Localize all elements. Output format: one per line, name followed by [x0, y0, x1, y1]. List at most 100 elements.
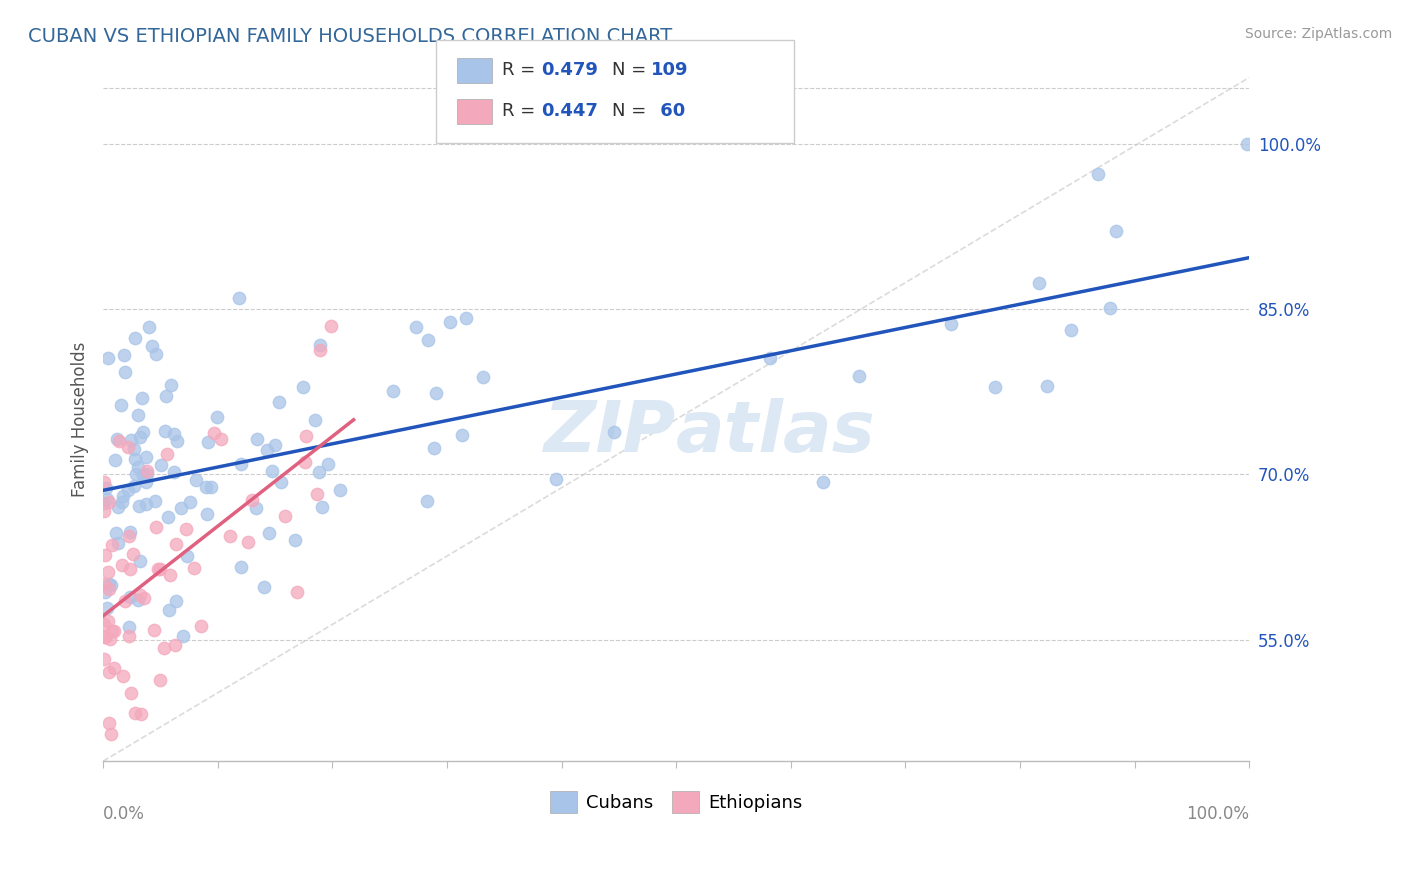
- Text: ZIP: ZIP: [544, 399, 676, 467]
- Point: [256, 442, 278, 457]
- Text: atlas: atlas: [676, 399, 876, 467]
- Point: [114, 593, 136, 607]
- Point: [759, 351, 782, 365]
- Point: [381, 384, 404, 398]
- Point: [93, 584, 115, 599]
- Point: [122, 442, 145, 456]
- Point: [309, 343, 332, 358]
- Point: [118, 620, 141, 634]
- Text: 0.447: 0.447: [541, 103, 598, 120]
- Point: [941, 317, 963, 331]
- Text: 0.479: 0.479: [541, 62, 598, 79]
- Point: [416, 333, 439, 347]
- Point: [157, 510, 180, 524]
- Point: [165, 594, 187, 608]
- Text: 0.0%: 0.0%: [103, 805, 145, 823]
- Point: [146, 562, 169, 576]
- Point: [207, 409, 229, 424]
- Text: R =: R =: [502, 103, 541, 120]
- Point: [229, 458, 252, 472]
- Point: [98, 582, 121, 596]
- Point: [94, 630, 117, 644]
- Point: [117, 440, 139, 454]
- Point: [219, 529, 242, 543]
- Point: [120, 686, 142, 700]
- Point: [166, 434, 188, 448]
- Point: [138, 320, 160, 334]
- Point: [304, 413, 326, 427]
- Point: [179, 495, 201, 509]
- Point: [135, 464, 157, 478]
- Point: [149, 458, 172, 473]
- Point: [98, 716, 121, 731]
- Point: [156, 447, 179, 461]
- Point: [1236, 136, 1258, 151]
- Point: [110, 398, 132, 412]
- Point: [114, 365, 136, 379]
- Point: [316, 457, 339, 471]
- Point: [135, 497, 157, 511]
- Point: [190, 619, 212, 633]
- Point: [228, 291, 250, 305]
- Point: [127, 460, 149, 475]
- Point: [848, 369, 870, 384]
- Point: [1105, 225, 1128, 239]
- Point: [329, 483, 352, 497]
- Point: [267, 395, 290, 409]
- Point: [103, 624, 125, 638]
- Point: [186, 473, 208, 487]
- Point: [124, 706, 146, 721]
- Point: [294, 454, 316, 468]
- Text: 109: 109: [651, 62, 689, 79]
- Point: [97, 665, 120, 679]
- Point: [142, 624, 165, 638]
- Point: [270, 475, 292, 489]
- Point: [127, 408, 149, 422]
- Point: [1087, 167, 1109, 181]
- Point: [135, 475, 157, 489]
- Point: [163, 427, 186, 442]
- Point: [202, 426, 225, 441]
- Point: [94, 549, 117, 563]
- Point: [120, 434, 142, 448]
- Point: [183, 561, 205, 575]
- Point: [107, 536, 129, 550]
- Point: [319, 318, 342, 333]
- Point: [1098, 301, 1121, 315]
- Point: [439, 315, 461, 329]
- Point: [129, 430, 152, 444]
- Point: [128, 554, 150, 568]
- Point: [172, 629, 194, 643]
- Point: [264, 438, 287, 452]
- Point: [165, 537, 187, 551]
- Legend: Cubans, Ethiopians: Cubans, Ethiopians: [543, 784, 810, 821]
- Point: [93, 616, 115, 631]
- Point: [118, 629, 141, 643]
- Point: [121, 547, 143, 561]
- Point: [472, 370, 495, 384]
- Point: [157, 603, 180, 617]
- Point: [454, 310, 477, 325]
- Point: [112, 347, 135, 361]
- Point: [153, 424, 176, 438]
- Point: [194, 480, 217, 494]
- Point: [163, 465, 186, 479]
- Point: [117, 483, 139, 498]
- Point: [143, 494, 166, 508]
- Point: [260, 464, 283, 478]
- Point: [118, 590, 141, 604]
- Point: [284, 533, 307, 547]
- Point: [292, 380, 315, 394]
- Point: [308, 338, 330, 352]
- Point: [124, 452, 146, 467]
- Point: [111, 495, 134, 509]
- Point: [134, 591, 156, 606]
- Point: [97, 577, 120, 591]
- Text: 60: 60: [654, 103, 685, 120]
- Point: [93, 496, 115, 510]
- Point: [111, 558, 134, 573]
- Point: [155, 389, 177, 403]
- Point: [135, 450, 157, 464]
- Point: [308, 465, 330, 479]
- Point: [103, 452, 125, 467]
